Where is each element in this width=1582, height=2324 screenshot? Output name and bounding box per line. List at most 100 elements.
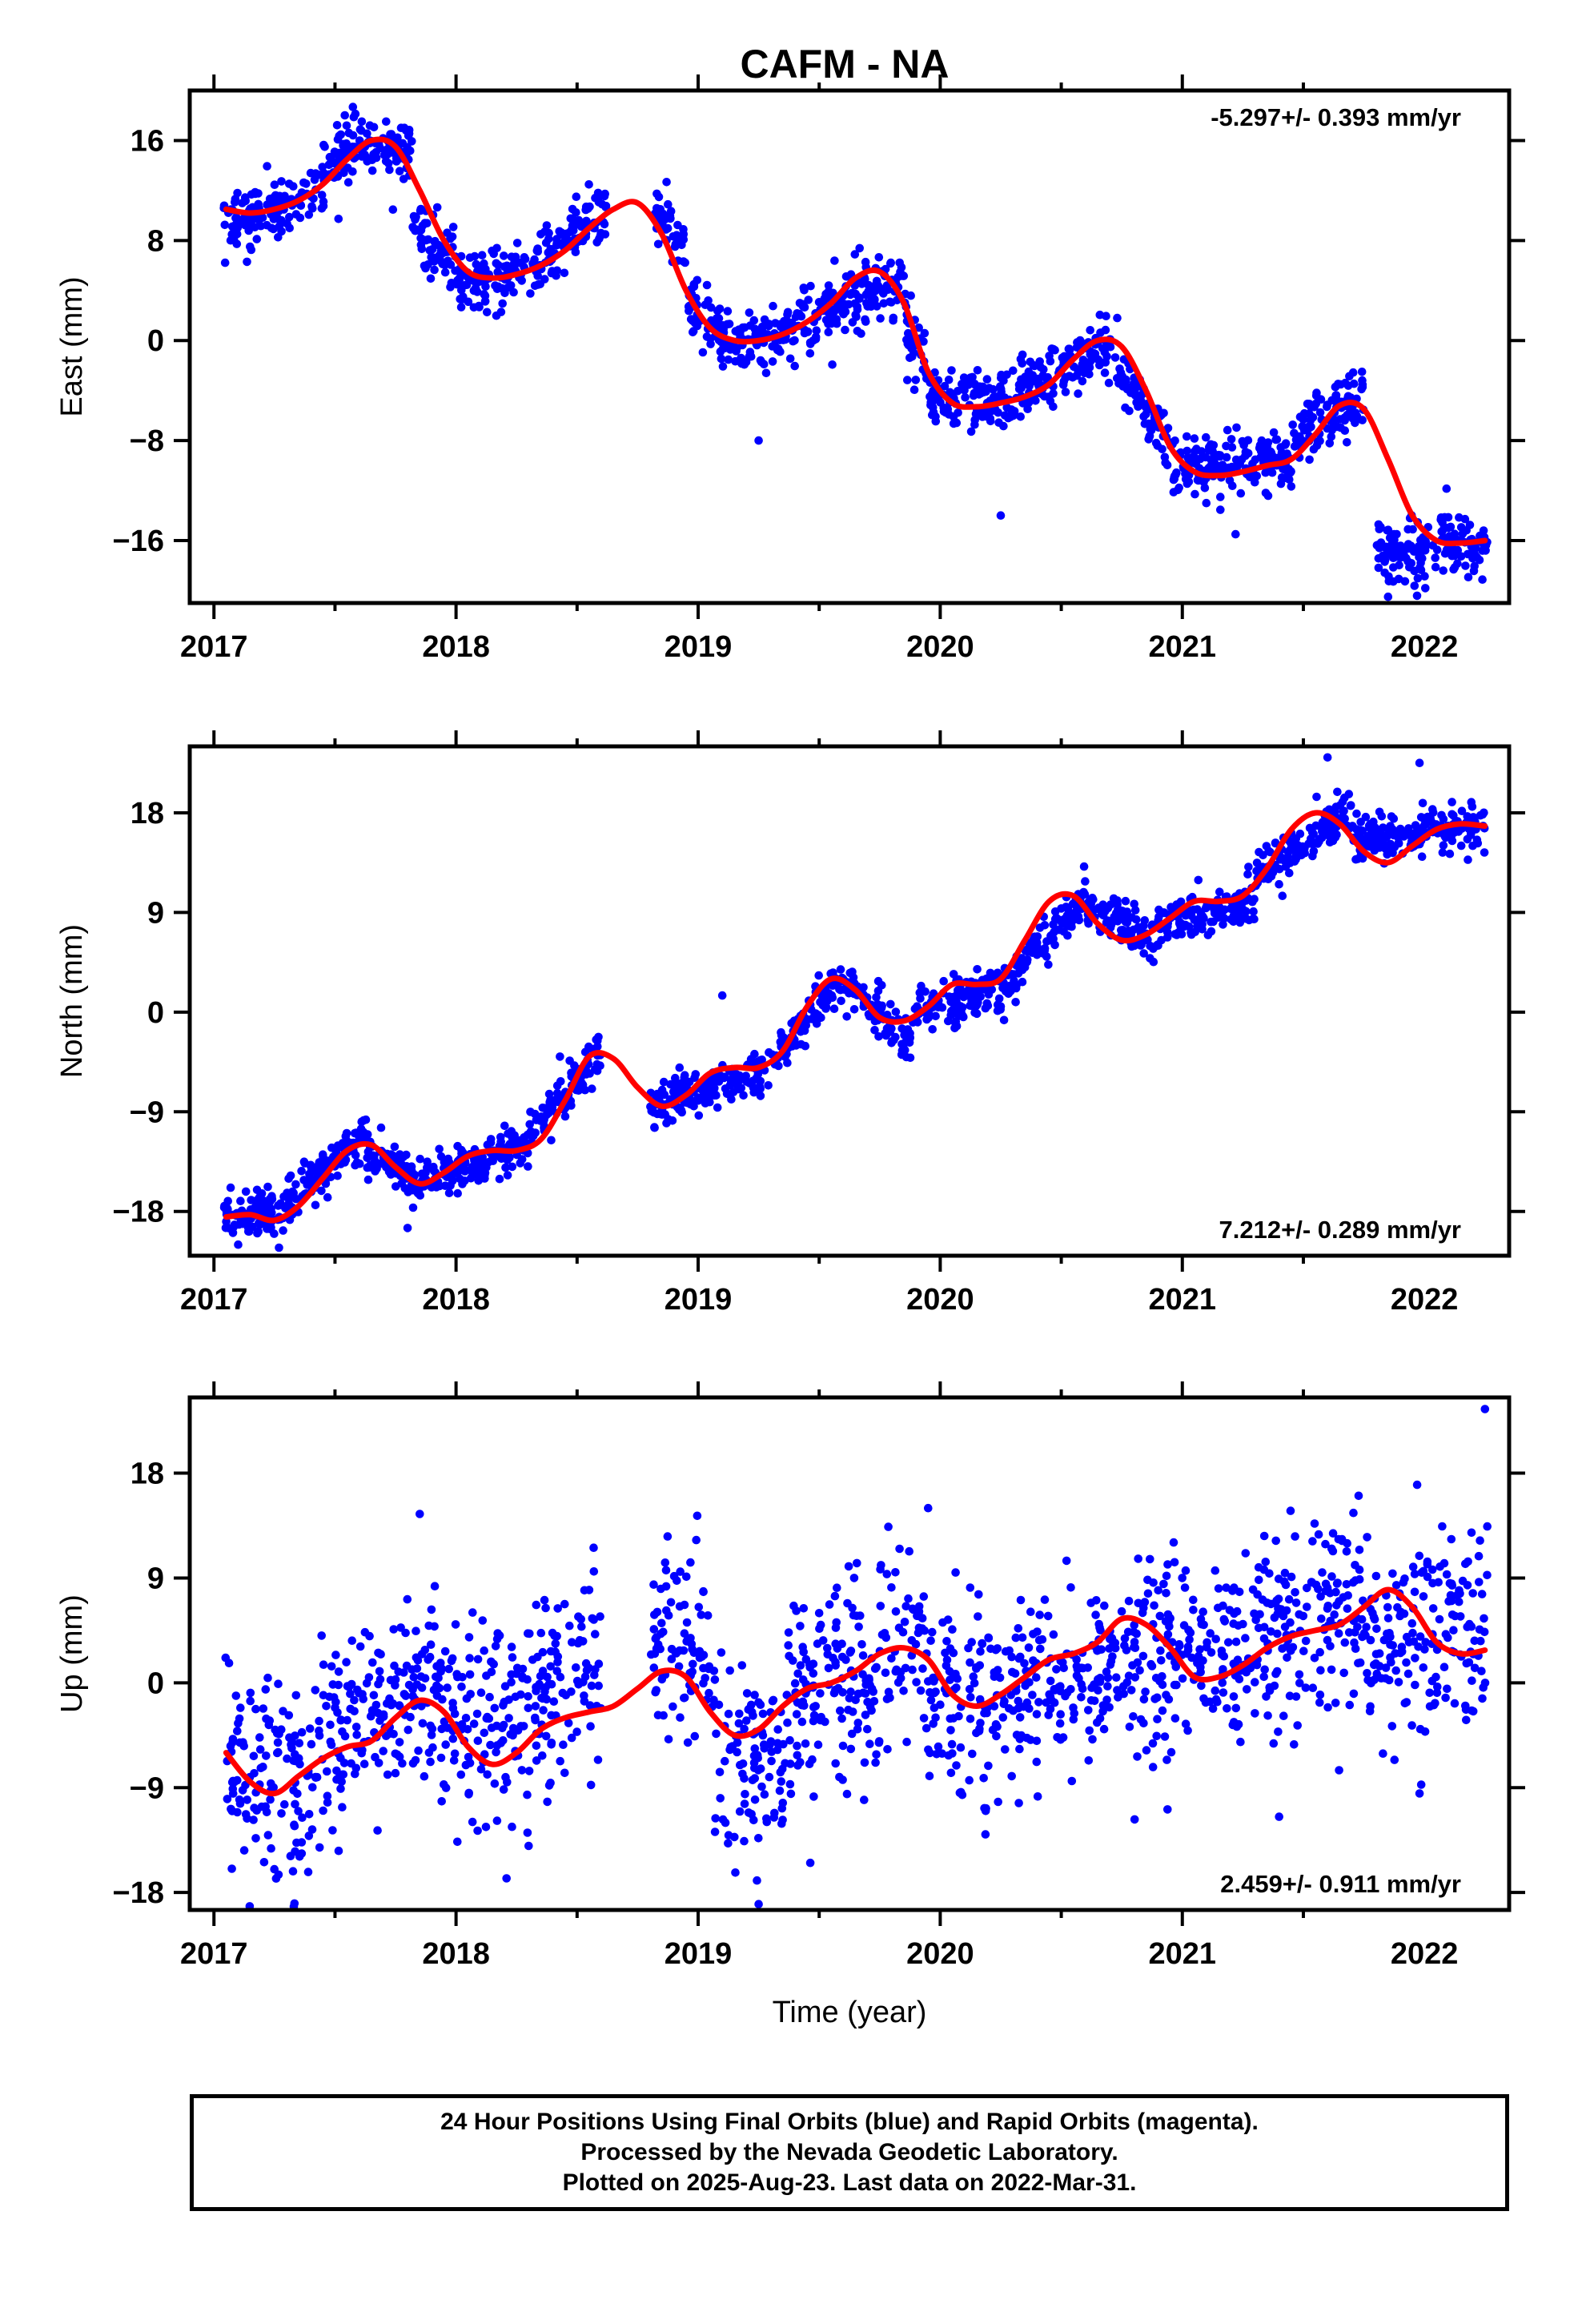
data-point [580,1672,590,1681]
data-point [742,1077,752,1087]
outlier-point [1415,758,1424,767]
data-point [1095,1675,1105,1685]
data-point [1091,1610,1100,1619]
data-point [836,965,845,974]
data-point [327,1740,336,1749]
data-point [266,1795,275,1804]
data-point [1121,896,1130,906]
data-point [1102,312,1110,321]
data-point [446,283,455,292]
data-point [1134,923,1143,932]
data-point [472,259,481,269]
outlier-point [1323,753,1332,762]
data-point [247,1196,256,1204]
data-point [427,1605,436,1614]
data-point [958,1791,967,1799]
data-point [395,1752,404,1761]
data-point [339,1770,348,1779]
data-point [1148,1739,1158,1748]
data-point [1229,911,1239,920]
data-point [1325,439,1335,448]
data-point [1172,931,1182,939]
data-point [463,1725,472,1734]
data-point [693,1093,703,1102]
data-point [899,1687,908,1695]
data-point [299,1157,309,1166]
data-point [814,971,823,980]
data-point [1473,838,1483,848]
data-point [307,1739,316,1749]
data-point [917,981,926,991]
data-point [363,1130,372,1139]
y-tick-label: 18 [130,797,164,830]
data-point [1316,395,1326,404]
data-point [1308,1683,1318,1692]
data-point [778,1799,788,1807]
data-point [777,1819,786,1828]
data-point [246,1688,255,1698]
data-point [536,1671,545,1681]
x-tick-label: 2020 [906,630,974,664]
data-point [904,1594,913,1603]
data-point [585,1701,595,1710]
data-point [1470,561,1479,571]
data-point [1286,1618,1295,1627]
data-point [936,398,945,407]
data-point [295,1739,304,1747]
data-point [1006,986,1016,995]
data-point [749,1711,757,1720]
data-point [1026,1607,1035,1616]
outlier-point [996,511,1006,520]
data-point [240,219,250,228]
data-point [524,1692,532,1701]
data-point [1028,1691,1037,1699]
data-point [1388,1569,1397,1578]
data-point [692,1535,701,1545]
data-point [343,178,353,187]
data-point [818,993,827,1002]
data-point [251,1704,260,1714]
data-point [1280,1568,1290,1578]
data-point [1023,375,1032,384]
data-point [462,1694,472,1703]
data-point [1206,1629,1215,1638]
data-point [762,1814,771,1823]
data-point [777,1031,786,1040]
data-point [1383,1602,1392,1612]
data-point [1153,1715,1162,1723]
data-point [1159,1579,1168,1589]
data-point [1269,1739,1279,1748]
data-point [1458,529,1468,538]
data-point [1122,384,1132,394]
data-point [343,1136,351,1146]
data-point [291,1731,299,1740]
data-point [395,1702,404,1711]
data-point [391,1768,400,1778]
data-point [566,214,576,223]
data-point [965,1685,974,1694]
data-point [966,373,975,382]
data-point [525,1629,534,1638]
data-point [659,1077,669,1087]
data-point [975,1724,984,1733]
data-point [838,1741,848,1751]
data-point [1348,822,1357,830]
data-point [1242,907,1251,916]
data-point [552,1631,561,1641]
data-point [1103,916,1112,925]
data-point [1005,1704,1014,1713]
data-point [760,1744,769,1753]
data-point [712,1729,721,1739]
data-point [538,1647,548,1657]
data-point [363,1175,373,1184]
data-point [404,1725,413,1735]
outlier-point [1231,529,1240,539]
data-point [954,387,962,396]
data-point [975,986,985,995]
data-point [347,1679,356,1689]
data-point [351,1723,361,1731]
data-point [653,1640,663,1649]
data-point [1215,451,1225,460]
data-point [1218,1679,1227,1687]
data-point [233,1807,242,1817]
